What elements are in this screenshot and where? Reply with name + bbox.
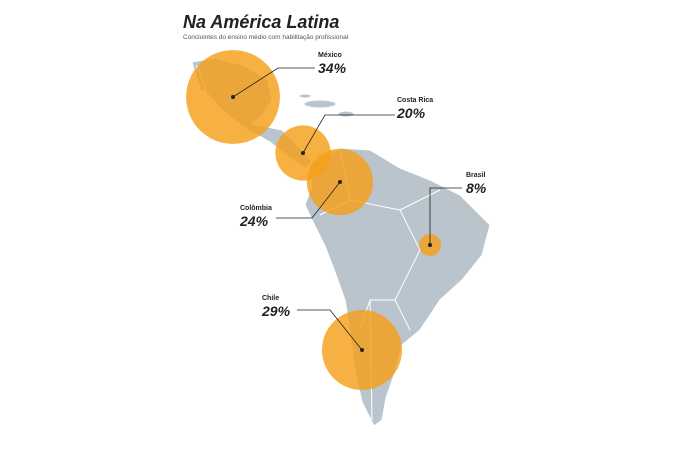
location-dot [231, 95, 235, 99]
country-name: Chile [262, 295, 279, 302]
leader-line [302, 114, 395, 154]
south-america [304, 147, 491, 427]
island [337, 110, 355, 118]
title: Na América Latina [183, 12, 339, 32]
country-name: Colômbia [240, 205, 272, 212]
island [303, 99, 337, 109]
value-label: 29% [261, 303, 291, 319]
island [298, 93, 312, 99]
leader-line [429, 187, 462, 245]
location-dot [301, 151, 305, 155]
leader-line [297, 309, 363, 351]
subtitle: Concluintes do ensino médio com habilita… [183, 34, 349, 41]
value-label: 8% [466, 180, 487, 196]
country-name: México [318, 52, 342, 59]
country-name: Costa Rica [397, 97, 433, 104]
location-dot [428, 243, 432, 247]
leader-line [276, 181, 341, 219]
value-label: 20% [396, 105, 426, 121]
value-label: 34% [318, 60, 347, 76]
value-label: 24% [239, 213, 269, 229]
leader-line [232, 67, 315, 98]
location-dot [338, 180, 342, 184]
country-name: Brasil [466, 172, 486, 179]
location-dot [360, 348, 364, 352]
